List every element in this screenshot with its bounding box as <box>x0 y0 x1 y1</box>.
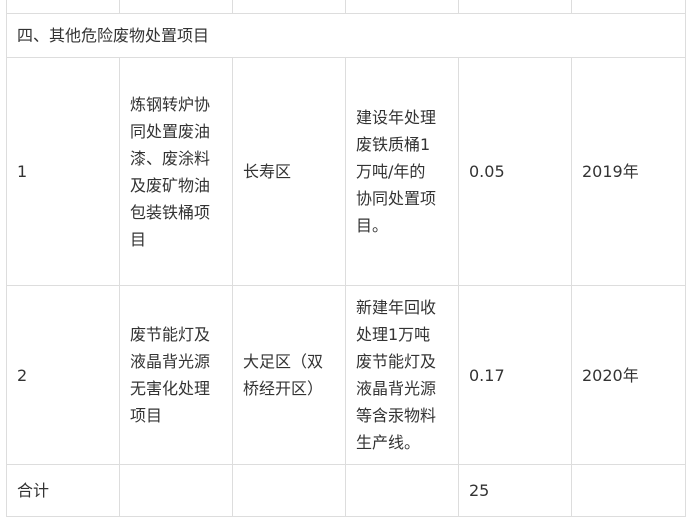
amount: 0.17 <box>458 285 572 465</box>
year: 2019年 <box>571 57 686 286</box>
total-amount: 25 <box>458 464 572 517</box>
project-content: 新建年回收处理1万吨废节能灯及液晶背光源等含汞物料生产线。 <box>345 285 459 465</box>
table-row-partial <box>6 0 686 14</box>
district: 长寿区 <box>232 57 346 286</box>
year: 2020年 <box>571 285 686 465</box>
table-row: 2 废节能灯及液晶背光源无害化处理项目 大足区（双桥经开区） 新建年回收处理1万… <box>6 285 686 465</box>
project-content: 建设年处理废铁质桶1万吨/年的协同处置项目。 <box>345 57 459 286</box>
district: 大足区（双桥经开区） <box>232 285 346 465</box>
section-title: 四、其他危险废物处置项目 <box>6 13 686 58</box>
table-row: 1 炼钢转炉协同处置废油漆、废涂料及废矿物油包装铁桶项目 长寿区 建设年处理废铁… <box>6 57 686 286</box>
amount: 0.05 <box>458 57 572 286</box>
section-header-row: 四、其他危险废物处置项目 <box>6 13 686 58</box>
row-number: 1 <box>6 57 120 286</box>
project-name: 废节能灯及液晶背光源无害化处理项目 <box>119 285 233 465</box>
row-number: 2 <box>6 285 120 465</box>
project-name: 炼钢转炉协同处置废油漆、废涂料及废矿物油包装铁桶项目 <box>119 57 233 286</box>
hazardous-waste-projects-table: 四、其他危险废物处置项目 1 炼钢转炉协同处置废油漆、废涂料及废矿物油包装铁桶项… <box>6 0 686 517</box>
total-row: 合计 25 <box>6 464 686 517</box>
total-label: 合计 <box>6 464 120 517</box>
